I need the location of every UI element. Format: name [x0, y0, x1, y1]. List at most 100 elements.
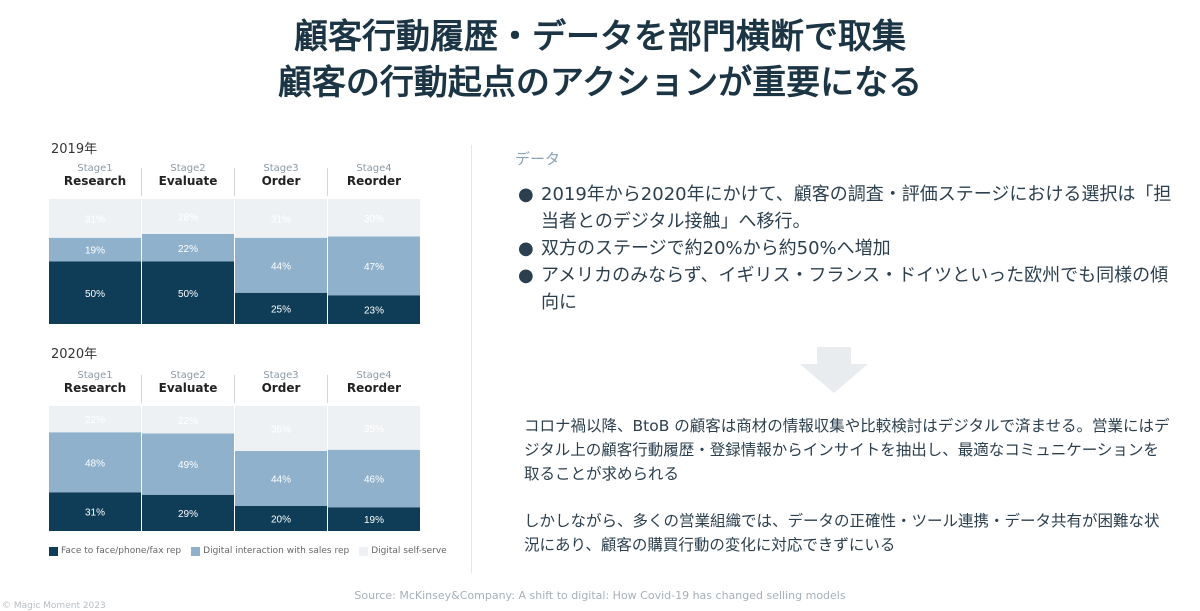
stage-name: Research — [63, 174, 127, 188]
bar-2019-stage1-digital-interaction — [49, 237, 141, 262]
stage-number: Stage4 — [356, 370, 392, 381]
stage-divider — [141, 168, 142, 196]
bar-2019-stage2-face-to-face — [142, 261, 234, 324]
data-label-2020-stage2-face-to-face: 29% — [178, 509, 198, 520]
bullet-dot-icon: ● — [518, 238, 534, 259]
data-label-2020-stage4-digital-interaction: 46% — [364, 475, 384, 486]
stage-number: Stage2 — [170, 163, 206, 174]
chart-2020-stage4-header: Stage4 Reorder — [328, 370, 420, 395]
chart-2020-stage1-header: Stage1 Research — [49, 370, 141, 395]
data-label-2019-stage4-face-to-face: 23% — [364, 306, 384, 317]
legend-swatch — [359, 546, 369, 556]
bullet-item: ● 双方のステージで約20%から約50%へ増加 — [515, 235, 1175, 262]
legend-swatch — [49, 546, 58, 556]
bar-2019-stage1-face-to-face — [49, 261, 141, 324]
data-label-2019-stage1-digital-interaction: 19% — [85, 246, 105, 257]
bar-2019-stage4-face-to-face — [328, 295, 420, 324]
data-label-2019-stage3-self-serve: 31% — [271, 214, 291, 225]
bullet-dot-icon: ● — [518, 265, 534, 286]
chart-2020-plot: 31% 48% 22% 29% 49% 22% 20% 44% 36% 19% 46% 35% — [49, 406, 420, 531]
legend-label: Face to face/phone/fax rep — [61, 546, 182, 556]
bar-2020-stage3-digital-interaction — [235, 451, 327, 506]
data-label-2020-stage2-digital-interaction: 49% — [178, 460, 198, 471]
chart-2020-stage2-header: Stage2 Evaluate — [142, 370, 234, 395]
chart-2019-stage3-header: Stage3 Order — [235, 163, 327, 188]
data-label-2019-stage4-self-serve: 30% — [364, 214, 384, 225]
source-note: Source: McKinsey&Company: A shift to dig… — [354, 589, 846, 602]
stage-number: Stage1 — [77, 163, 113, 174]
bullet-text: 2019年から2020年にかけて、顧客の調査・評価ステージにおける選択は「担当者… — [541, 184, 1172, 232]
bar-2019-stage4-self-serve — [328, 199, 420, 237]
stage-number: Stage1 — [77, 370, 113, 381]
stage-name: Evaluate — [158, 381, 218, 395]
column-divider — [471, 145, 472, 573]
bar-2019-stage2-digital-interaction — [142, 234, 234, 262]
stage-divider — [327, 168, 328, 196]
chart-2020-title: 2020年 — [51, 347, 98, 362]
data-label-2020-stage4-face-to-face: 19% — [364, 515, 384, 526]
stage-divider — [327, 375, 328, 403]
bar-2020-stage2-self-serve — [142, 406, 234, 434]
stage-name: Order — [261, 381, 301, 395]
legend-item-self-serve: Digital self-serve — [359, 546, 447, 556]
data-label-2019-stage2-digital-interaction: 22% — [178, 244, 198, 255]
bar-2019-stage1-self-serve — [49, 199, 141, 238]
stacked-bar-charts: 50% 19% 31% 50% 22% 28% 25% 44% 31% 23% 47% 30% 31%… — [49, 199, 420, 531]
stage-name: Reorder — [346, 381, 402, 395]
stage-divider — [141, 375, 142, 403]
data-label-2019-stage3-face-to-face: 25% — [271, 304, 291, 315]
chart-2019-title: 2019年 — [51, 142, 98, 157]
data-label-2019-stage1-self-serve: 31% — [85, 214, 105, 225]
data-label-2019-stage2-self-serve: 28% — [178, 213, 198, 224]
data-label-2020-stage1-face-to-face: 31% — [85, 508, 105, 519]
bar-2020-stage2-digital-interaction — [142, 433, 234, 495]
stage-name: Reorder — [346, 174, 402, 188]
data-label-2019-stage4-digital-interaction: 47% — [364, 262, 384, 273]
chart-2019-stage2-header: Stage2 Evaluate — [142, 163, 234, 188]
bar-2019-stage3-digital-interaction — [235, 237, 327, 293]
bar-2019-stage4-digital-interaction — [328, 236, 420, 296]
data-bullet-list: ● 2019年から2020年にかけて、顧客の調査・評価ステージにおける選択は「担当… — [515, 181, 1175, 316]
bar-2019-stage3-face-to-face — [235, 292, 327, 324]
legend-label: Digital self-serve — [371, 546, 447, 556]
chart-legend: Face to face/phone/fax rep Digital inter… — [49, 546, 447, 556]
data-label-2020-stage3-face-to-face: 20% — [271, 515, 291, 526]
stage-number: Stage4 — [356, 163, 392, 174]
chart-2019-stage4-header: Stage4 Reorder — [328, 163, 420, 188]
data-label-2020-stage1-digital-interaction: 48% — [85, 458, 105, 469]
bar-2019-stage2-self-serve — [142, 199, 234, 234]
data-label-2019-stage3-digital-interaction: 44% — [271, 261, 291, 272]
bar-2020-stage1-self-serve — [49, 406, 141, 433]
summary-paragraph-2: しかしながら、多くの営業組織では、データの正確性・ツール連携・データ共有が困難な… — [524, 512, 1160, 554]
chart-2019-plot: 50% 19% 31% 50% 22% 28% 25% 44% 31% 23% 47% 30% — [49, 199, 420, 324]
data-label-2020-stage1-self-serve: 22% — [85, 415, 105, 426]
data-label-2019-stage2-face-to-face: 50% — [178, 289, 198, 300]
bar-2020-stage1-face-to-face — [49, 492, 141, 531]
data-label-2019-stage1-face-to-face: 50% — [85, 289, 105, 300]
copyright: © Magic Moment 2023 — [2, 601, 106, 611]
bar-2020-stage3-self-serve — [235, 406, 327, 451]
title-line-1: 顧客行動履歴・データを部門横断で取集 — [294, 17, 906, 57]
bullet-text: 双方のステージで約20%から約50%へ増加 — [541, 238, 891, 259]
bar-2020-stage2-face-to-face — [142, 494, 234, 531]
title-line-2: 顧客の行動起点のアクションが重要になる — [277, 63, 923, 103]
stage-name: Evaluate — [158, 174, 218, 188]
page-title: 顧客行動履歴・データを部門横断で取集 顧客の行動起点のアクションが重要になる — [0, 14, 1200, 106]
chart-2020-stage3-header: Stage3 Order — [235, 370, 327, 395]
bar-2019-stage3-self-serve — [235, 199, 327, 238]
legend-item-digital-interaction: Digital interaction with sales rep — [191, 546, 349, 556]
summary-paragraph-1: コロナ禍以降、BtoB の顧客は商材の情報収集や比較検討はデジタルで済ませる。営… — [524, 417, 1170, 483]
data-heading: データ — [515, 150, 561, 168]
data-label-2020-stage3-digital-interaction: 44% — [271, 475, 291, 486]
data-label-2020-stage4-self-serve: 35% — [364, 424, 384, 435]
bar-2020-stage1-digital-interaction — [49, 432, 141, 493]
stage-number: Stage2 — [170, 370, 206, 381]
data-label-2020-stage3-self-serve: 36% — [271, 425, 291, 436]
stage-divider — [234, 375, 235, 403]
bar-2020-stage4-digital-interaction — [328, 449, 420, 508]
stage-number: Stage3 — [263, 370, 299, 381]
legend-item-face-to-face: Face to face/phone/fax rep — [49, 546, 181, 556]
data-label-2020-stage2-self-serve: 22% — [178, 416, 198, 427]
down-arrow-icon — [800, 347, 868, 393]
bullet-item: ● 2019年から2020年にかけて、顧客の調査・評価ステージにおける選択は「担当… — [515, 181, 1175, 235]
